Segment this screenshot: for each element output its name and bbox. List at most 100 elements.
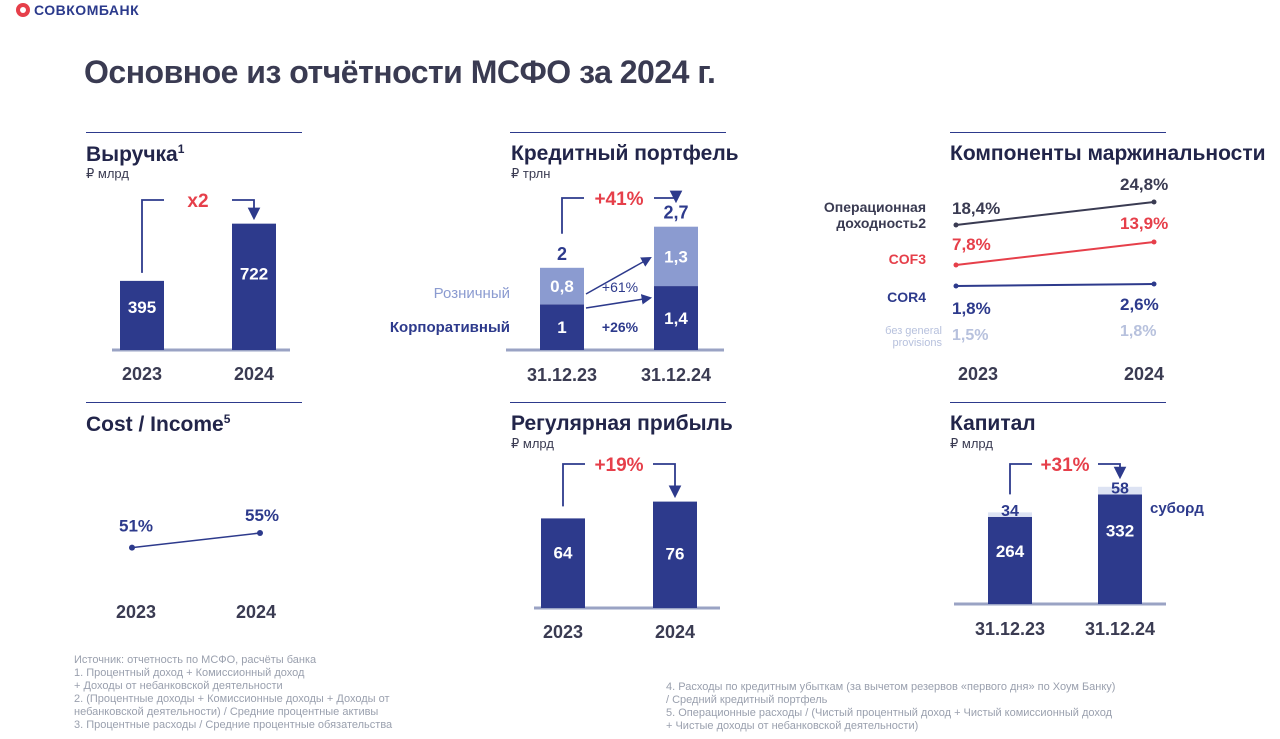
loan-retail-growth: +61% <box>602 279 638 295</box>
cost-income-rule <box>86 402 302 403</box>
footnote-line: + Доходы от небанковской деятельности <box>74 680 283 692</box>
revenue-rule <box>86 132 302 133</box>
growth-bracket-arrow <box>653 463 682 499</box>
loan-retail-growth-arrow <box>585 256 652 295</box>
revenue-unit: ₽ млрд <box>86 166 129 181</box>
margin-value-2024: 2,6% <box>1120 295 1159 314</box>
margin-label-no-provisions: без general <box>885 325 942 337</box>
profit-bar <box>653 501 697 608</box>
loan-portfolio-chart: 1 0,8 2 31.12.23 1,4 1,3 2,7 31.12.24 Розничный К… <box>390 189 724 385</box>
capital-subord-value: 34 <box>1001 503 1019 520</box>
margin-category-label: 2023 <box>958 364 998 384</box>
footnotes-right: 4. Расходы по кредитным убыткам (за выче… <box>666 681 1115 733</box>
regular-profit-title: Регулярная прибыль <box>511 412 733 435</box>
loan-legend-corporate: Корпоративный <box>390 319 510 336</box>
cost-income-value: 51% <box>119 517 153 536</box>
capital-title: Капитал <box>950 412 1036 435</box>
footnote-source: Источник: отчетность по МСФО, расчёты ба… <box>74 654 317 666</box>
growth-bracket-line <box>1009 463 1032 495</box>
loan-corporate-value: 1,4 <box>664 309 688 328</box>
regular-profit-unit: ₽ млрд <box>511 436 554 451</box>
loan-total-label: 2 <box>557 244 567 264</box>
growth-bracket-line <box>141 199 164 273</box>
margin-category-label: 2024 <box>1124 364 1164 384</box>
margin-value-2024: 24,8% <box>1120 175 1168 194</box>
capital-legend-subord: субορд <box>1150 500 1204 517</box>
footnote-line: 5. Операционные расходы / (Чистый процен… <box>666 707 1113 719</box>
capital-chart: 264 34 31.12.23 332 58 31.12.24 субορд +31% <box>954 455 1204 639</box>
margin-label-operating-yield: Операционная <box>824 199 926 215</box>
loan-retail-value: 1,3 <box>664 247 688 266</box>
profit-value-label: 64 <box>554 543 573 562</box>
revenue-value-label: 722 <box>240 265 268 284</box>
footnote-line: небанковской деятельности) / Средние про… <box>74 706 379 718</box>
capital-main-bar <box>988 516 1032 604</box>
loan-corporate-value: 1 <box>557 318 566 337</box>
capital-main-value: 332 <box>1106 521 1134 540</box>
margin-components-title: Компоненты маржинальности <box>950 142 1266 165</box>
margin-point <box>953 262 959 268</box>
margin-label-no-provisions-2: provisions <box>892 337 942 349</box>
revenue-bar <box>120 280 164 350</box>
margin-label-cof: COF3 <box>889 251 927 267</box>
footnotes-left: Источник: отчетность по МСФО, расчёты ба… <box>74 654 392 732</box>
regular-profit-rule <box>510 402 726 403</box>
capital-unit: ₽ млрд <box>950 436 993 451</box>
brand-logo[interactable]: СОВКОМБАНК <box>16 2 139 18</box>
margin-value-2023: 1,8% <box>952 299 991 318</box>
margin-series-line <box>955 241 1155 266</box>
margin-point <box>1151 239 1157 245</box>
cost-income-category: 2023 <box>116 602 156 622</box>
revenue-chart: 395 2023 722 2024 x2 <box>112 191 290 384</box>
cost-income-chart: 51% 2023 55% 2024 <box>116 506 279 622</box>
profit-bar <box>541 518 585 608</box>
margin-point <box>953 222 959 228</box>
profit-category-label: 2024 <box>655 622 695 642</box>
footnote-line: 4. Расходы по кредитным убыткам (за выче… <box>666 681 1116 693</box>
capital-main-bar <box>1098 494 1142 604</box>
margin-point <box>1151 199 1157 205</box>
revenue-bar <box>232 223 276 350</box>
revenue-value-label: 395 <box>128 298 156 317</box>
margin-label-operating-yield-2: доходность2 <box>836 215 926 231</box>
growth-bracket-arrow <box>654 190 683 204</box>
margin-point <box>1151 281 1157 287</box>
loan-retail-value: 0,8 <box>550 277 574 296</box>
loan-corporate-bar <box>540 304 584 350</box>
loan-portfolio-title: Кредитный портфель <box>511 142 739 165</box>
capital-subord-bar <box>1098 486 1142 495</box>
growth-label: +31% <box>1040 455 1089 476</box>
regular-profit-chart: 64 2023 76 2024 +19% <box>534 455 720 642</box>
footnote-line: / Средний кредитный портфель <box>666 694 828 706</box>
sovcombank-logo-icon <box>16 3 30 17</box>
growth-bracket-line <box>561 197 584 234</box>
growth-label: +19% <box>594 455 643 476</box>
margin-value-2023: 7,8% <box>952 235 991 254</box>
cost-income-line <box>131 532 261 549</box>
page-title: Основное из отчётности МСФО за 2024 г. <box>84 54 716 90</box>
profit-category-label: 2023 <box>543 622 583 642</box>
loan-corporate-growth-arrow <box>585 294 653 309</box>
loan-portfolio-rule <box>510 132 726 133</box>
footnote-line: 2. (Процентные доходы + Комиссионные дох… <box>74 693 390 705</box>
loan-retail-bar <box>654 226 698 287</box>
loan-portfolio-unit: ₽ трлн <box>511 166 551 181</box>
margin-point <box>953 283 959 289</box>
loan-legend-retail: Розничный <box>434 285 510 302</box>
growth-bracket-arrow <box>1098 463 1127 480</box>
margin-value-2024: 13,9% <box>1120 214 1168 233</box>
loan-total-label: 2,7 <box>663 203 688 223</box>
loan-corporate-bar <box>654 286 698 350</box>
cost-income-point <box>257 530 263 536</box>
loan-retail-bar <box>540 267 584 305</box>
profit-value-label: 76 <box>666 545 685 564</box>
loan-category-label: 31.12.24 <box>641 365 711 385</box>
cost-income-value: 55% <box>245 506 279 525</box>
cost-income-title: Cost / Income5 <box>86 412 231 436</box>
revenue-title: Выручка1 <box>86 142 185 166</box>
cost-income-category: 2024 <box>236 602 276 622</box>
growth-label: +41% <box>594 189 643 210</box>
growth-bracket-line <box>562 463 585 507</box>
growth-label: x2 <box>187 191 208 212</box>
capital-rule <box>950 402 1166 403</box>
